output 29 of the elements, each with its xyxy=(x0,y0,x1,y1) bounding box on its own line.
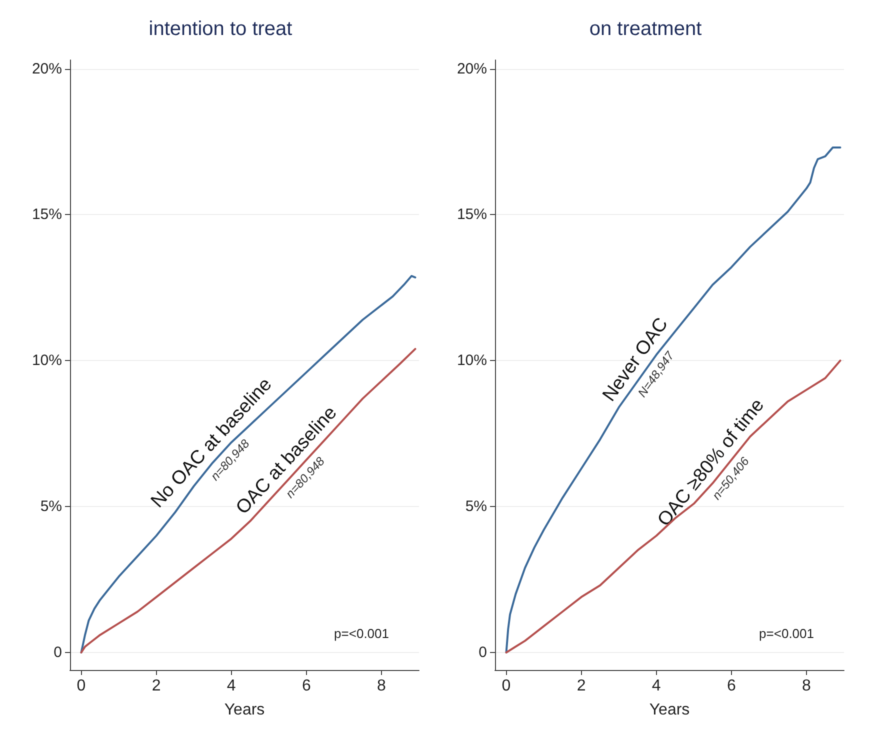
annotation: p=<0.001 xyxy=(334,626,390,641)
x-tick-label: 4 xyxy=(652,678,661,694)
y-tick-label: 20% xyxy=(32,60,62,78)
x-tick-label: 6 xyxy=(302,678,311,694)
x-tick-label: 0 xyxy=(502,678,511,694)
x-tick-label: 0 xyxy=(76,678,86,694)
x-axis-title: Years xyxy=(224,702,265,718)
y-tick-label: 20% xyxy=(456,60,487,78)
y-tick-label: 10% xyxy=(456,352,487,370)
x-tick-label: 6 xyxy=(726,678,736,694)
y-tick-label: 5% xyxy=(465,498,487,516)
chart-title: on treatment xyxy=(589,18,702,40)
line-series xyxy=(80,348,416,654)
y-tick-label: 5% xyxy=(40,498,62,516)
x-axis-title: Years xyxy=(649,702,690,718)
y-tick-label: 15% xyxy=(32,206,62,224)
y-tick-label: 10% xyxy=(32,352,62,370)
y-tick-label: 15% xyxy=(456,206,487,224)
x-tick-label: 2 xyxy=(152,678,161,694)
x-tick-label: 2 xyxy=(576,678,586,694)
x-tick-label: 8 xyxy=(802,678,812,694)
y-tick-label: 0 xyxy=(478,644,487,661)
line-series xyxy=(505,146,842,654)
y-tick-label: 0 xyxy=(54,644,62,661)
chart-title: intention to treat xyxy=(148,18,293,40)
annotation: p=<0.001 xyxy=(759,626,814,641)
x-tick-label: 4 xyxy=(226,678,236,694)
line-series xyxy=(80,274,416,654)
x-tick-label: 8 xyxy=(377,678,386,694)
